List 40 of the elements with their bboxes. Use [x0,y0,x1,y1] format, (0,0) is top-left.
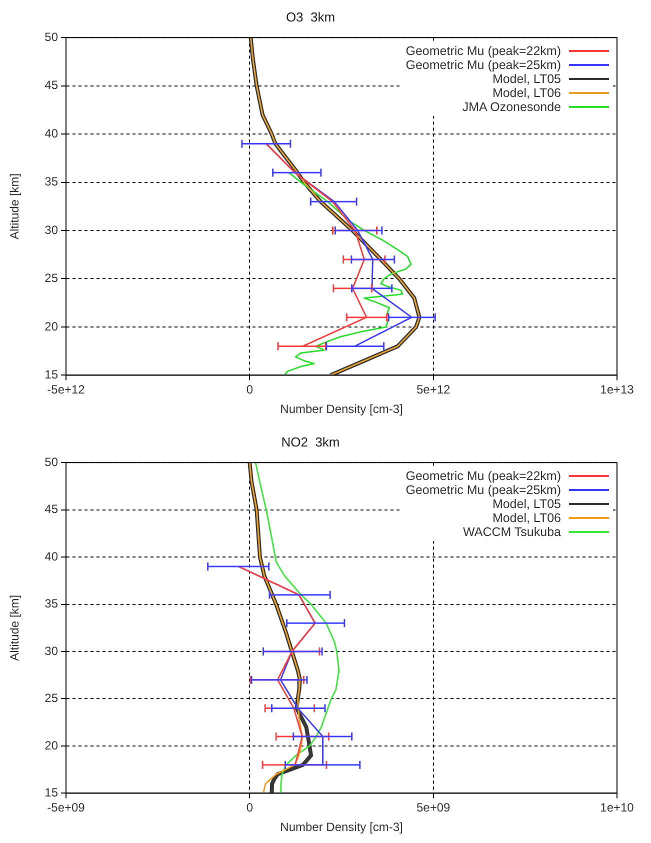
legend-label: Geometric Mu (peak=25km) [406,58,561,72]
y-tick-label: 25 [44,691,58,706]
chart-title: O3 3km [286,9,336,24]
y-tick-label: 25 [44,271,58,286]
legend-label: JMA Ozonesonde [462,100,561,114]
y-axis-title: Altitude [km] [8,173,22,240]
x-tick-label: 1e+10 [600,800,634,815]
legend-label: WACCM Tsukuba [463,525,561,539]
y-tick-label: 15 [44,786,58,800]
x-tick-label: -5e+09 [47,800,86,815]
legend-label: Model, LT05 [492,497,561,511]
y-tick-label: 20 [44,738,58,752]
x-axis-title: Number Density [cm-3] [280,820,403,834]
chart-title: NO2 3km [281,434,340,450]
x-tick-label: -5e+12 [47,382,86,397]
y-tick-label: 15 [44,368,58,382]
x-axis-title: Number Density [cm-3] [280,402,403,416]
legend-label: Model, LT05 [492,72,561,86]
x-tick-label: 1e+13 [600,382,634,397]
legend-label: Model, LT06 [492,511,561,525]
y-tick-label: 50 [44,30,58,44]
y-tick-label: 20 [44,319,58,334]
legend-label: Geometric Mu (peak=22km) [406,44,561,58]
y-tick-label: 40 [44,549,58,564]
legend-label: Geometric Mu (peak=25km) [406,483,561,497]
y-tick-label: 30 [44,644,58,658]
y-tick-label: 35 [44,174,58,189]
y-tick-label: 40 [44,126,58,140]
legend-label: Geometric Mu (peak=22km) [406,469,561,483]
x-tick-label: 0 [246,382,254,397]
legend-label: Model, LT06 [492,86,561,100]
x-tick-label: 5e+09 [416,800,451,815]
y-tick-label: 45 [44,78,58,92]
y-tick-label: 45 [44,502,58,516]
y-tick-label: 50 [44,454,58,469]
y-axis-title: Altitude [km] [8,594,22,661]
y-tick-label: 35 [44,596,58,611]
y-tick-label: 30 [44,222,58,237]
x-tick-label: 0 [246,800,254,815]
x-tick-label: 5e+12 [416,382,451,397]
